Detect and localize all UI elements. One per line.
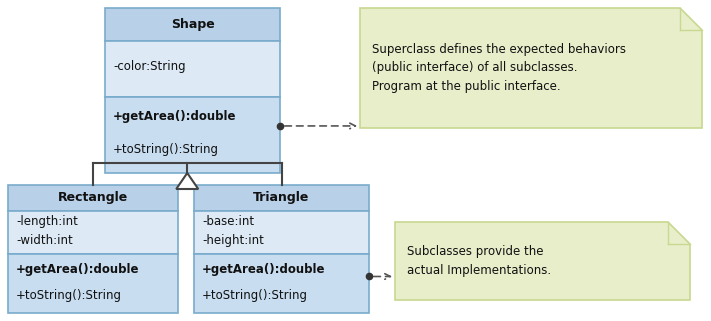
Text: +toString():String: +toString():String bbox=[16, 289, 122, 302]
FancyBboxPatch shape bbox=[194, 185, 369, 211]
FancyBboxPatch shape bbox=[8, 185, 178, 211]
FancyBboxPatch shape bbox=[105, 8, 280, 41]
Text: +getArea():double: +getArea():double bbox=[113, 110, 237, 123]
Text: Subclasses provide the
actual Implementations.: Subclasses provide the actual Implementa… bbox=[407, 245, 551, 277]
Text: Superclass defines the expected behaviors
(public interface) of all subclasses.
: Superclass defines the expected behavior… bbox=[372, 43, 626, 93]
Text: -base:int: -base:int bbox=[202, 215, 254, 229]
Text: +getArea():double: +getArea():double bbox=[16, 263, 139, 276]
Text: -width:int: -width:int bbox=[16, 234, 73, 247]
FancyBboxPatch shape bbox=[194, 254, 369, 313]
Text: Triangle: Triangle bbox=[253, 191, 310, 204]
Text: -height:int: -height:int bbox=[202, 234, 264, 247]
Polygon shape bbox=[395, 222, 690, 300]
Text: +getArea():double: +getArea():double bbox=[202, 263, 326, 276]
FancyBboxPatch shape bbox=[105, 97, 280, 173]
FancyBboxPatch shape bbox=[8, 211, 178, 254]
Text: -length:int: -length:int bbox=[16, 215, 78, 229]
Text: +toString():String: +toString():String bbox=[113, 143, 219, 156]
Text: -color:String: -color:String bbox=[113, 60, 186, 74]
Text: +toString():String: +toString():String bbox=[202, 289, 308, 302]
Polygon shape bbox=[176, 173, 198, 189]
FancyBboxPatch shape bbox=[105, 41, 280, 97]
Polygon shape bbox=[360, 8, 702, 128]
FancyBboxPatch shape bbox=[194, 211, 369, 254]
Text: Shape: Shape bbox=[171, 18, 215, 31]
Text: Rectangle: Rectangle bbox=[58, 191, 128, 204]
FancyBboxPatch shape bbox=[8, 254, 178, 313]
